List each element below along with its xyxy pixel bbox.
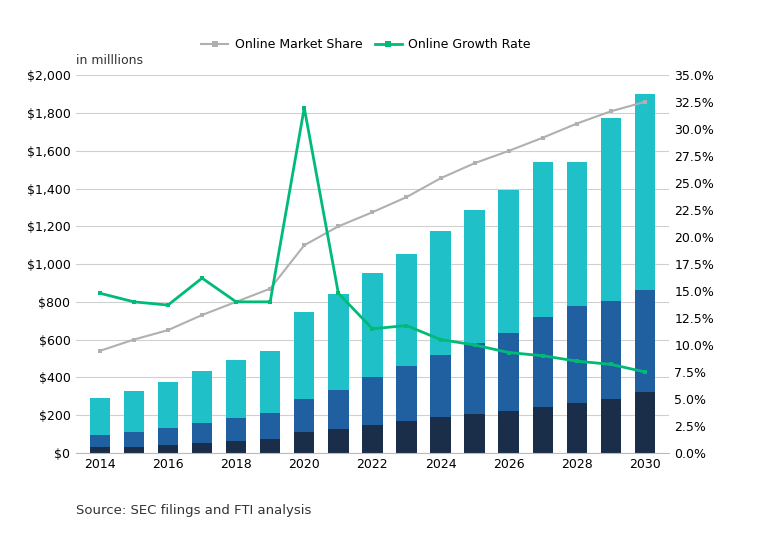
Bar <box>363 377 382 425</box>
Bar <box>192 371 212 423</box>
Bar <box>499 411 519 453</box>
Bar <box>294 312 315 399</box>
Bar <box>464 343 485 413</box>
Bar <box>260 350 280 413</box>
Bar <box>533 316 553 407</box>
Text: Source: SEC filings and FTI analysis: Source: SEC filings and FTI analysis <box>76 505 312 517</box>
Bar <box>328 429 349 453</box>
Bar <box>158 445 178 453</box>
Bar <box>533 162 553 316</box>
Bar <box>430 355 451 417</box>
Bar <box>328 390 349 429</box>
Bar <box>567 403 587 453</box>
Bar <box>328 294 349 390</box>
Bar <box>635 392 655 453</box>
Bar <box>464 210 485 343</box>
Bar <box>600 301 621 399</box>
Bar <box>567 306 587 403</box>
Bar <box>124 391 144 432</box>
Bar <box>226 418 246 441</box>
Bar <box>90 398 110 434</box>
Bar <box>192 423 212 443</box>
Bar <box>90 434 110 447</box>
Bar <box>226 441 246 453</box>
Bar <box>260 413 280 439</box>
Bar <box>635 94 655 290</box>
Bar <box>430 417 451 453</box>
Bar <box>600 118 621 301</box>
Bar <box>464 413 485 453</box>
Bar <box>396 254 416 366</box>
Bar <box>192 443 212 453</box>
Bar <box>600 399 621 453</box>
Bar <box>90 447 110 453</box>
Bar <box>499 333 519 411</box>
Bar <box>567 162 587 306</box>
Bar <box>396 366 416 421</box>
Bar <box>294 399 315 432</box>
Bar <box>158 382 178 428</box>
Bar <box>294 432 315 453</box>
Bar <box>158 428 178 445</box>
Bar <box>226 360 246 418</box>
Bar <box>396 421 416 453</box>
Bar <box>499 190 519 333</box>
Bar <box>124 447 144 453</box>
Text: in milllions: in milllions <box>76 54 143 67</box>
Bar <box>260 439 280 453</box>
Bar <box>363 425 382 453</box>
Bar <box>124 432 144 447</box>
Bar <box>430 231 451 355</box>
Bar <box>635 290 655 392</box>
Bar <box>363 273 382 377</box>
Legend: Online Market Share, Online Growth Rate: Online Market Share, Online Growth Rate <box>201 38 531 51</box>
Bar <box>533 407 553 453</box>
